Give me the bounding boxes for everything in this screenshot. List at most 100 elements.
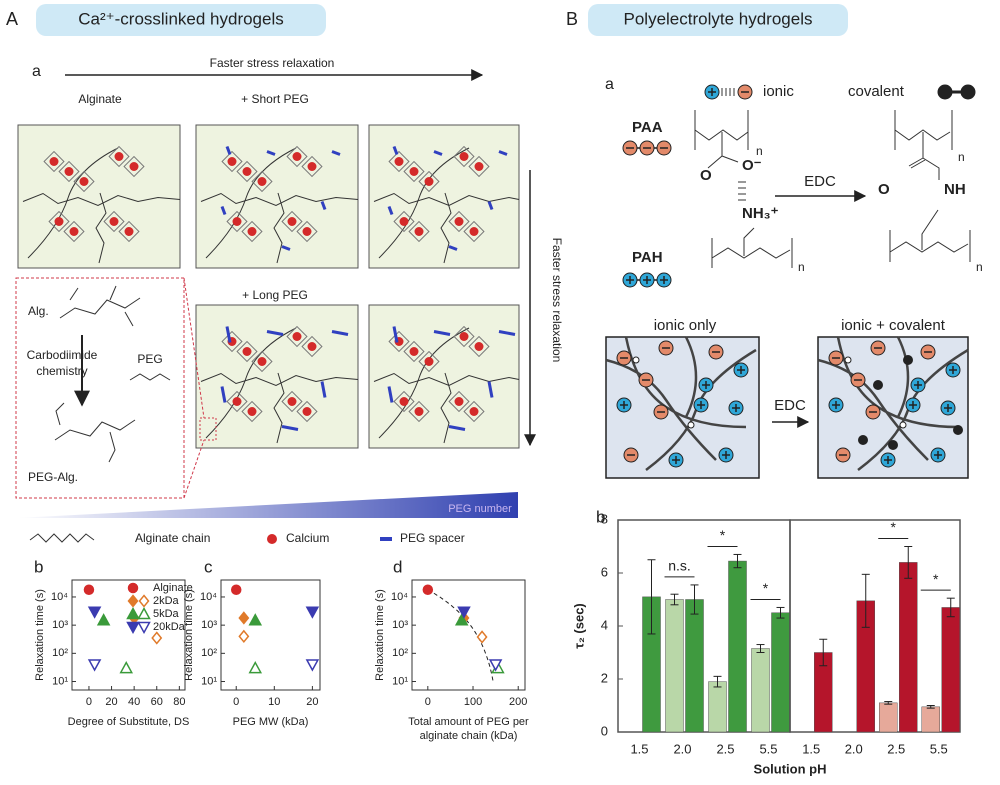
point <box>476 630 488 644</box>
y-tick-label: 6 <box>601 564 608 579</box>
egg-box <box>251 170 273 193</box>
bar <box>941 607 960 733</box>
panel-label: d <box>393 557 402 576</box>
egg-box <box>118 220 140 243</box>
peg-spacer <box>448 245 458 251</box>
gradient-wedge <box>16 492 518 518</box>
calcium <box>394 157 404 166</box>
chain <box>200 192 359 207</box>
egg-box <box>393 390 415 413</box>
egg-box <box>388 330 410 353</box>
plot-frame <box>411 579 526 691</box>
egg-box <box>221 150 243 173</box>
chain <box>440 372 452 444</box>
arrow-label: Faster stress relaxation <box>550 238 564 363</box>
chain <box>440 192 452 264</box>
calcium <box>232 397 242 406</box>
peg-spacer <box>487 200 494 211</box>
egg-box <box>408 220 430 243</box>
point <box>230 584 242 596</box>
y-tick-label: 10⁴ <box>51 591 68 603</box>
calcium <box>227 157 237 166</box>
y-axis-label: Relaxation time (s) <box>34 589 46 681</box>
legend-label: PEG spacer <box>400 531 465 545</box>
plot-frame <box>71 579 186 691</box>
egg-box <box>286 325 308 348</box>
chain <box>95 192 107 264</box>
scheme-label: Alg. <box>28 304 49 318</box>
calcium <box>257 177 267 186</box>
bar <box>879 702 898 733</box>
egg-box <box>251 350 273 373</box>
legend-label: 5kDa <box>153 608 180 620</box>
column-title: + Long PEG <box>242 288 308 302</box>
polymer-label: PAA <box>632 119 663 136</box>
header-title: Polyelectrolyte hydrogels <box>624 9 813 28</box>
bar <box>708 681 727 733</box>
chain <box>200 372 359 387</box>
subscript: n <box>756 144 763 158</box>
egg-box <box>236 160 258 183</box>
x-tick-label: 80 <box>173 696 185 708</box>
y-tick-label: 10³ <box>52 619 68 631</box>
x-tick-label: 0 <box>425 696 431 708</box>
network-box <box>195 304 359 449</box>
chain <box>273 372 285 444</box>
egg-box <box>301 155 323 178</box>
zoom-line <box>183 277 205 419</box>
calcium <box>54 217 64 226</box>
structure <box>59 285 141 327</box>
egg-box <box>63 220 85 243</box>
point <box>305 659 320 672</box>
chain <box>205 327 297 439</box>
calcium <box>129 162 139 171</box>
chain <box>273 192 285 264</box>
plot-frame <box>220 579 321 691</box>
legend-label: 2kDa <box>153 595 180 607</box>
egg-box <box>108 145 130 168</box>
calcium <box>64 167 74 176</box>
x-tick-label: 1.5 <box>630 741 648 756</box>
column-title: + Short PEG <box>241 92 309 106</box>
scheme-box <box>15 277 185 499</box>
calcium <box>247 407 257 416</box>
x-tick-label: 200 <box>509 696 527 708</box>
peg-spacer <box>266 150 276 156</box>
covalent-bond <box>903 355 913 365</box>
calcium <box>242 167 252 176</box>
egg-box <box>448 390 470 413</box>
calcium <box>409 167 419 176</box>
calcium <box>79 177 89 186</box>
point <box>137 621 151 635</box>
calcium <box>399 397 409 406</box>
annotation: * <box>720 527 726 543</box>
calcium <box>307 162 317 171</box>
zoom-line <box>183 439 205 499</box>
ion <box>844 356 852 364</box>
network-box <box>368 304 520 449</box>
egg-box <box>43 150 65 173</box>
calcium <box>414 407 424 416</box>
point <box>138 594 150 608</box>
egg-box <box>463 400 485 423</box>
egg-box <box>296 220 318 243</box>
bead <box>937 84 953 100</box>
calcium <box>474 162 484 171</box>
calcium <box>454 397 464 406</box>
ion <box>899 421 907 429</box>
x-tick-label: 2.5 <box>716 741 734 756</box>
panel-label: b <box>596 507 605 526</box>
egg-box <box>73 170 95 193</box>
bar <box>751 648 770 733</box>
egg-box <box>296 400 318 423</box>
zoom-box <box>199 417 217 441</box>
y-axis-label: Relaxation time (s) <box>374 589 386 681</box>
egg-box <box>241 220 263 243</box>
point <box>422 584 434 596</box>
point <box>119 661 134 674</box>
network-box <box>17 124 181 269</box>
calcium <box>469 407 479 416</box>
x-tick-label: 5.5 <box>759 741 777 756</box>
egg-box <box>403 340 425 363</box>
calcium <box>287 217 297 226</box>
